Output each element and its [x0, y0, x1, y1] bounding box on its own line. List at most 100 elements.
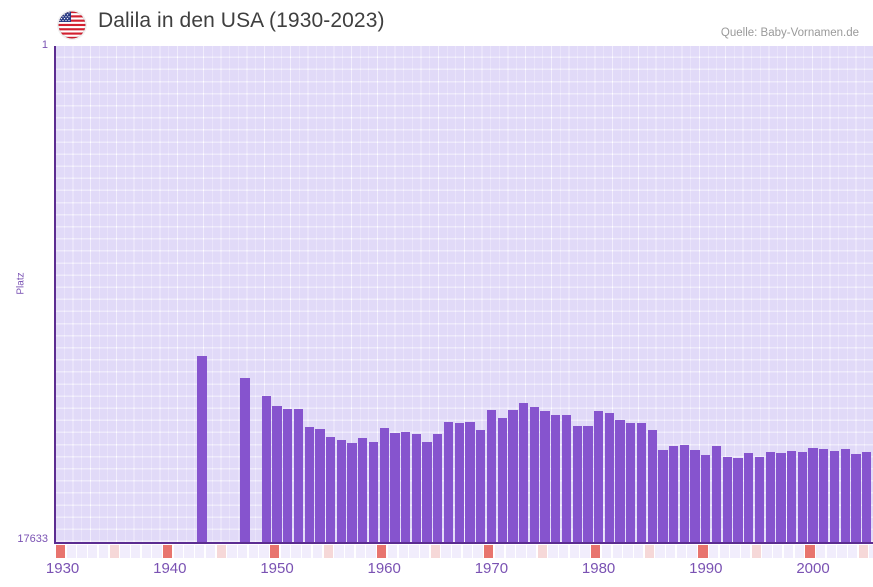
year-marker-cell	[644, 545, 654, 558]
year-marker-cell	[184, 545, 194, 558]
bar[interactable]	[368, 441, 379, 543]
year-marker-cell	[280, 545, 291, 558]
year-marker-cell	[741, 545, 751, 558]
bar[interactable]	[862, 451, 872, 543]
bar[interactable]	[508, 409, 518, 543]
year-marker-cell	[130, 545, 141, 558]
bar[interactable]	[786, 450, 797, 543]
year-marker-cell	[687, 545, 697, 558]
bar[interactable]	[293, 408, 304, 543]
bar[interactable]	[797, 452, 807, 543]
bar[interactable]	[551, 415, 561, 543]
bar[interactable]	[272, 406, 282, 543]
bar[interactable]	[315, 429, 325, 543]
year-marker-cell	[462, 545, 473, 558]
bar[interactable]	[701, 455, 711, 543]
x-axis-tick-label: 1960	[367, 560, 401, 577]
x-axis-tick-label: 1990	[689, 560, 723, 577]
bar[interactable]	[572, 425, 582, 543]
year-marker-cell	[452, 545, 462, 558]
bar[interactable]	[819, 448, 829, 543]
bar[interactable]	[518, 403, 529, 543]
bar[interactable]	[476, 429, 486, 543]
bar[interactable]	[754, 456, 765, 543]
year-marker-cell	[815, 545, 826, 558]
bar[interactable]	[240, 378, 250, 543]
year-marker-cell	[591, 545, 601, 558]
year-marker-cell	[163, 545, 173, 558]
bar[interactable]	[443, 422, 454, 543]
bar[interactable]	[690, 449, 700, 543]
x-axis-tick-label: 2000	[796, 560, 830, 577]
bar[interactable]	[594, 411, 604, 543]
bar[interactable]	[647, 430, 657, 543]
y-axis: 1 17633 Platz	[0, 0, 56, 587]
bar[interactable]	[733, 457, 743, 543]
year-marker-cell	[601, 545, 612, 558]
bar[interactable]	[326, 437, 336, 543]
bar[interactable]	[283, 409, 293, 543]
bar[interactable]	[669, 445, 679, 543]
bar[interactable]	[776, 452, 786, 543]
year-marker-cell	[794, 545, 804, 558]
bar[interactable]	[840, 449, 850, 543]
bar[interactable]	[422, 442, 432, 543]
bar[interactable]	[851, 453, 861, 543]
bar[interactable]	[744, 453, 754, 543]
bar[interactable]	[561, 414, 572, 543]
year-marker-cell	[366, 545, 376, 558]
bar[interactable]	[411, 433, 422, 543]
x-axis-tick-label: 1950	[260, 560, 294, 577]
year-marker-cell	[805, 545, 815, 558]
bar[interactable]	[433, 434, 443, 543]
year-marker-cell	[441, 545, 451, 558]
bar[interactable]	[390, 432, 400, 543]
year-marker-cell	[387, 545, 398, 558]
bar[interactable]	[358, 438, 368, 543]
year-marker-cell	[505, 545, 515, 558]
bar[interactable]	[765, 451, 775, 543]
bar[interactable]	[808, 447, 818, 543]
bar[interactable]	[261, 396, 271, 543]
year-marker-cell	[473, 545, 483, 558]
year-marker-cell	[698, 545, 708, 558]
bar[interactable]	[304, 426, 314, 543]
year-marker-cell	[291, 545, 301, 558]
bar[interactable]	[401, 431, 411, 543]
year-marker-cell	[537, 545, 547, 558]
y-axis-tick-top: 1	[41, 39, 48, 51]
bar[interactable]	[497, 417, 507, 543]
bar[interactable]	[454, 422, 464, 543]
bar[interactable]	[347, 442, 357, 543]
year-marker-cell	[173, 545, 184, 558]
year-marker-cell	[612, 545, 622, 558]
bar[interactable]	[336, 440, 347, 543]
bar[interactable]	[829, 451, 840, 543]
bar[interactable]	[529, 407, 539, 543]
bar[interactable]	[540, 410, 550, 543]
bar[interactable]	[679, 445, 690, 543]
x-axis-tick-label: 1970	[474, 560, 509, 577]
bar[interactable]	[615, 420, 625, 543]
bar[interactable]	[486, 409, 497, 543]
bar[interactable]	[197, 356, 207, 543]
bar[interactable]	[379, 428, 389, 543]
source-note: Quelle: Baby-Vornamen.de	[720, 27, 859, 39]
bar[interactable]	[465, 422, 475, 543]
year-marker-cell	[858, 545, 869, 558]
year-marker-cell	[826, 545, 836, 558]
bar[interactable]	[711, 446, 722, 543]
year-marker-cell	[205, 545, 216, 558]
bar[interactable]	[658, 450, 668, 543]
bar[interactable]	[583, 425, 593, 543]
year-marker-cell	[259, 545, 269, 558]
bar[interactable]	[604, 413, 615, 543]
bar[interactable]	[722, 456, 732, 543]
bar[interactable]	[626, 422, 636, 543]
bar[interactable]	[636, 423, 647, 543]
year-marker-cell	[248, 545, 258, 558]
year-marker-cell	[730, 545, 740, 558]
year-marker-cell	[869, 545, 873, 558]
year-marker-cell	[676, 545, 687, 558]
year-marker-cell	[302, 545, 312, 558]
